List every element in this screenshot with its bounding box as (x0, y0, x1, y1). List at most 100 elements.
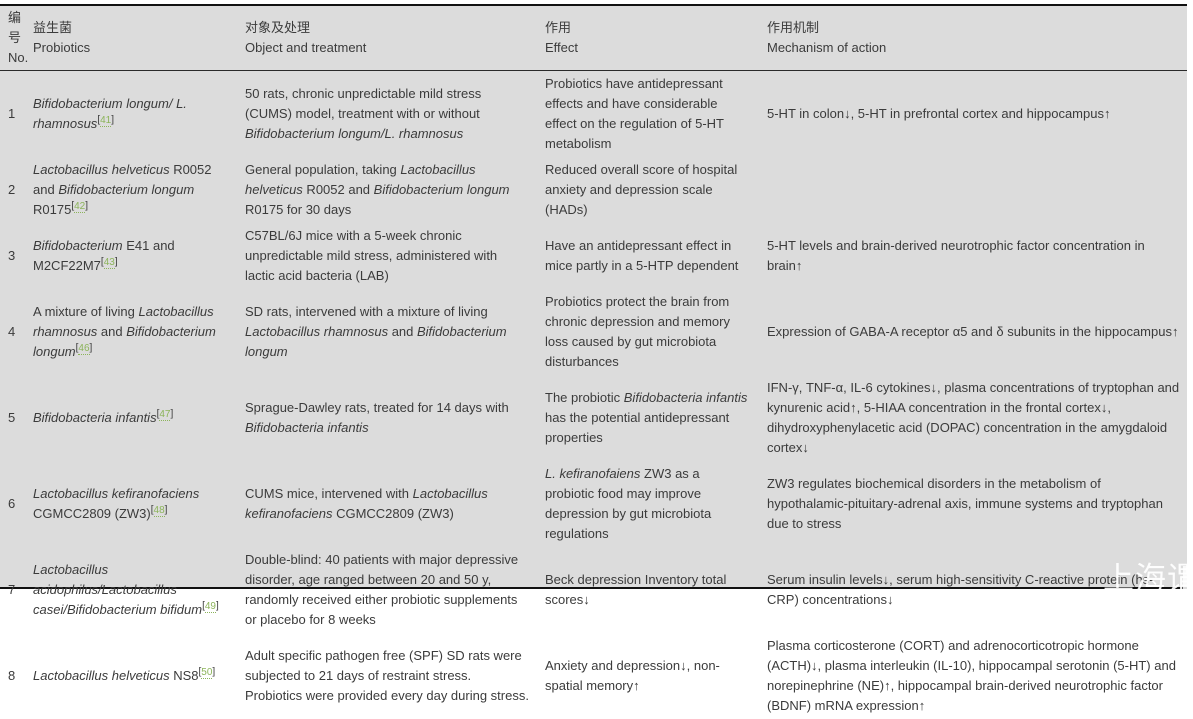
text-segment: IFN-γ, TNF-α, IL-6 cytokines↓, plasma co… (767, 380, 1179, 455)
text-segment: General population, taking (245, 162, 400, 177)
species-name-italic: Lactobacillus helveticus (33, 162, 170, 177)
cell-treatment: Sprague-Dawley rats, treated for 14 days… (245, 375, 545, 461)
text-segment: and (97, 324, 126, 339)
species-name-italic: Lactobacillus helveticus (33, 668, 170, 683)
cell-no: 6 (0, 461, 33, 547)
text-segment: R0175 for 30 days (245, 202, 351, 217)
cell-effect: Anxiety and depression↓, non-spatial mem… (545, 633, 767, 719)
watermark-cut-glyph (1183, 566, 1193, 592)
cell-probiotics: Bifidobacterium longum/ L. rhamnosus[41] (33, 71, 245, 158)
cell-mechanism: 5-HT levels and brain-derived neurotroph… (767, 223, 1187, 289)
species-name-italic: Bifidobacterium longum/L. rhamnosus (245, 126, 463, 141)
cell-treatment: Adult specific pathogen free (SPF) SD ra… (245, 633, 545, 719)
citation-number[interactable]: 47 (159, 409, 170, 421)
species-name-italic: L. kefiranofaiens (545, 466, 640, 481)
species-name-italic: Bifidobacteria infantis (33, 410, 157, 425)
cell-no: 7 (0, 547, 33, 633)
cell-no: 3 (0, 223, 33, 289)
citation-number[interactable]: 43 (104, 257, 115, 269)
cell-probiotics: Lactobacillus acidophilus/Lactobacillus … (33, 547, 245, 633)
species-name-italic: Bifidobacteria infantis (624, 390, 748, 405)
citation-number[interactable]: 42 (74, 201, 85, 213)
citation-number[interactable]: 48 (154, 505, 165, 517)
cell-effect: The probiotic Bifidobacteria infantis ha… (545, 375, 767, 461)
text-segment: Expression of GABA-A receptor α5 and δ s… (767, 324, 1178, 339)
cell-mechanism: Serum insulin levels↓, serum high-sensit… (767, 547, 1187, 633)
species-name-italic: Bifidobacteria infantis (245, 420, 369, 435)
text-segment: 5-HT in colon↓, 5-HT in prefrontal corte… (767, 106, 1110, 121)
text-segment: The probiotic (545, 390, 624, 405)
citation-bracket: ] (170, 409, 173, 420)
cell-mechanism: 5-HT in colon↓, 5-HT in prefrontal corte… (767, 71, 1187, 158)
text-segment: 5-HT levels and brain-derived neurotroph… (767, 238, 1145, 273)
citation-bracket: ] (216, 601, 219, 612)
cell-probiotics: Lactobacillus kefiranofaciens CGMCC2809 … (33, 461, 245, 547)
text-segment: Probiotics protect the brain from chroni… (545, 294, 730, 369)
text-segment: Adult specific pathogen free (SPF) SD ra… (245, 648, 529, 703)
citation-ref[interactable]: [48] (151, 505, 168, 517)
column-header-zh: 对象及处理 (245, 18, 531, 38)
cell-mechanism: IFN-γ, TNF-α, IL-6 cytokines↓, plasma co… (767, 375, 1187, 461)
text-segment: CGMCC2809 (ZW3) (332, 506, 453, 521)
citation-bracket: ] (115, 257, 118, 268)
citation-number[interactable]: 46 (78, 343, 89, 355)
citation-ref[interactable]: [47] (157, 409, 174, 421)
citation-number[interactable]: 41 (100, 115, 111, 127)
column-header-zh: 作用机制 (767, 18, 1173, 38)
citation-ref[interactable]: [46] (76, 343, 93, 355)
citation-bracket: ] (212, 667, 215, 678)
citation-ref[interactable]: [49] (202, 601, 219, 613)
cell-effect: L. kefiranofaiens ZW3 as a probiotic foo… (545, 461, 767, 547)
column-header-en: No. (8, 48, 29, 68)
cell-no: 4 (0, 289, 33, 375)
cell-mechanism: ZW3 regulates biochemical disorders in t… (767, 461, 1187, 547)
text-segment: Sprague-Dawley rats, treated for 14 days… (245, 400, 509, 415)
text-segment: CUMS mice, intervened with (245, 486, 413, 501)
text-segment: R0175 (33, 202, 71, 217)
cell-effect: Probiotics have antidepressant effects a… (545, 71, 767, 158)
cell-no: 5 (0, 375, 33, 461)
species-name-italic: Lactobacillus rhamnosus (245, 324, 388, 339)
text-segment: C57BL/6J mice with a 5-week chronic unpr… (245, 228, 497, 283)
cell-treatment: Double-blind: 40 patients with major dep… (245, 547, 545, 633)
citation-number[interactable]: 50 (201, 667, 212, 679)
cell-probiotics: Lactobacillus helveticus NS8[50] (33, 633, 245, 719)
column-header-en: Object and treatment (245, 38, 531, 58)
text-segment: NS8 (170, 668, 199, 683)
citation-number[interactable]: 49 (205, 601, 216, 613)
cell-mechanism: Expression of GABA-A receptor α5 and δ s… (767, 289, 1187, 375)
citation-ref[interactable]: [50] (198, 667, 215, 679)
citation-ref[interactable]: [43] (101, 257, 118, 269)
cell-no: 2 (0, 157, 33, 223)
text-segment: R0052 and (303, 182, 374, 197)
text-segment: Serum insulin levels↓, serum high-sensit… (767, 572, 1154, 607)
cell-effect: Have an antidepressant effect in mice pa… (545, 223, 767, 289)
cell-treatment: SD rats, intervened with a mixture of li… (245, 289, 545, 375)
cell-probiotics: Bifidobacteria infantis[47] (33, 375, 245, 461)
cell-effect: Probiotics protect the brain from chroni… (545, 289, 767, 375)
citation-ref[interactable]: [41] (97, 115, 114, 127)
species-name-italic: Lactobacillus acidophilus/Lactobacillus … (33, 562, 202, 617)
citation-bracket: ] (165, 505, 168, 516)
citation-ref[interactable]: [42] (71, 201, 88, 213)
citation-bracket: ] (85, 201, 88, 212)
text-segment: CGMCC2809 (ZW3) (33, 506, 151, 521)
cell-no: 8 (0, 633, 33, 719)
cell-mechanism: Plasma corticosterone (CORT) and adrenoc… (767, 633, 1187, 719)
cell-treatment: General population, taking Lactobacillus… (245, 157, 545, 223)
cell-treatment: 50 rats, chronic unpredictable mild stre… (245, 71, 545, 158)
cell-treatment: CUMS mice, intervened with Lactobacillus… (245, 461, 545, 547)
text-segment: Anxiety and depression↓, non-spatial mem… (545, 658, 720, 693)
cell-effect: Reduced overall score of hospital anxiet… (545, 157, 767, 223)
